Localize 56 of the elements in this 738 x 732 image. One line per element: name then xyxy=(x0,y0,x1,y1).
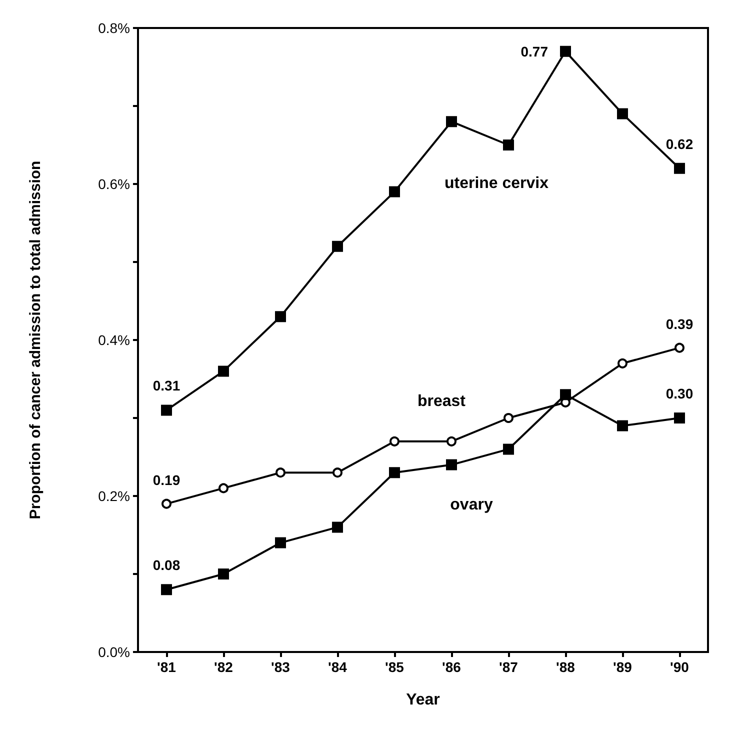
point xyxy=(674,342,684,353)
point xyxy=(332,522,343,533)
point xyxy=(503,140,514,150)
data-label: 0.08 xyxy=(152,557,180,574)
point xyxy=(161,584,172,596)
point xyxy=(218,483,228,494)
point xyxy=(389,467,400,478)
point xyxy=(617,420,628,432)
x-tick-label: '81 xyxy=(157,659,176,675)
point xyxy=(162,498,172,509)
x-tick-label: '88 xyxy=(556,659,576,675)
x-tick-label: '87 xyxy=(499,659,518,675)
point xyxy=(390,436,400,446)
point xyxy=(275,311,286,322)
point xyxy=(332,240,343,252)
point xyxy=(674,162,685,174)
x-tick-label: '86 xyxy=(442,659,462,675)
x-tick-label: '90 xyxy=(670,659,690,675)
x-tick-label: '82 xyxy=(214,659,234,675)
point xyxy=(218,568,229,580)
point xyxy=(218,366,229,377)
x-tick-label: '84 xyxy=(328,659,348,675)
point xyxy=(275,537,286,548)
point xyxy=(389,186,400,198)
point xyxy=(446,459,457,470)
point xyxy=(161,404,172,416)
data-label: 0.62 xyxy=(666,136,694,152)
data-label: 0.31 xyxy=(152,378,180,394)
point xyxy=(332,468,342,478)
series-label: uterine cervix xyxy=(444,175,549,192)
data-label: 0.77 xyxy=(520,43,548,60)
point xyxy=(618,358,628,368)
x-tick-label: '85 xyxy=(385,659,404,675)
y-axis-title: Proportion of cancer admission to total admission xyxy=(27,160,44,520)
data-label: 0.30 xyxy=(666,386,694,402)
x-tick-label: '89 xyxy=(613,659,632,675)
y-tick-label: 0.8% xyxy=(98,20,130,36)
point xyxy=(674,412,685,424)
x-axis-title: Year xyxy=(406,692,440,708)
y-tick-label: 0.0% xyxy=(98,644,130,660)
data-label: 0.39 xyxy=(666,316,694,332)
point xyxy=(446,436,456,446)
point xyxy=(276,468,286,478)
point xyxy=(560,389,571,400)
y-tick-label: 0.4% xyxy=(98,332,130,348)
point xyxy=(617,108,628,120)
point xyxy=(504,413,514,423)
data-label: 0.19 xyxy=(152,472,180,488)
point xyxy=(503,444,514,455)
x-tick-label: '83 xyxy=(271,659,290,675)
y-tick-label: 0.6% xyxy=(98,176,130,192)
series-label: ovary xyxy=(450,496,493,514)
point xyxy=(446,116,457,128)
series-label: breast xyxy=(417,392,466,410)
point xyxy=(560,46,571,57)
y-tick-label: 0.2% xyxy=(98,488,130,504)
